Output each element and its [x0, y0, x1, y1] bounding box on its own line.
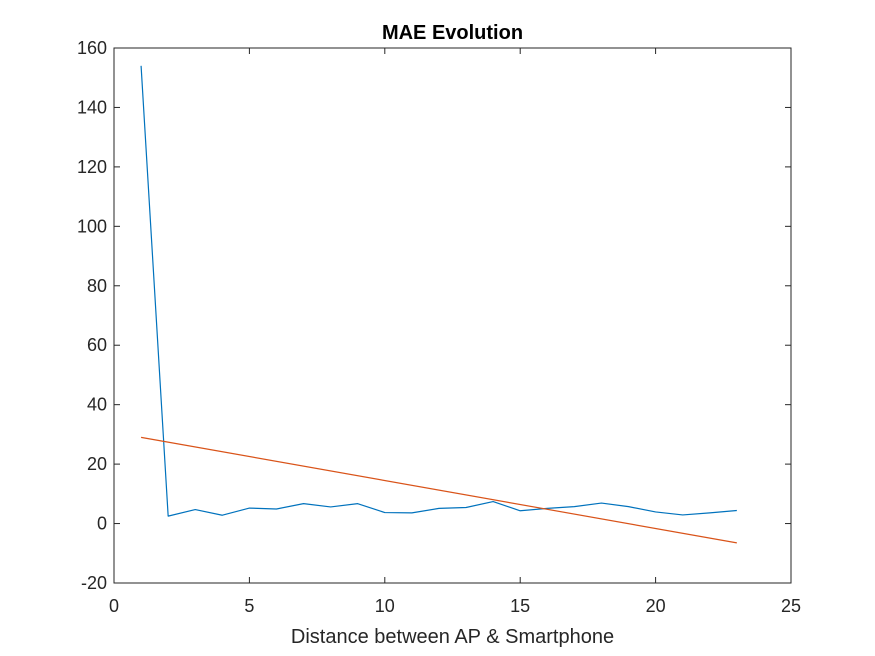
- chart-title: MAE Evolution: [382, 22, 523, 44]
- y-tick-label: 40: [87, 395, 107, 415]
- y-tick-label: 20: [87, 454, 107, 474]
- x-tick-label: 20: [646, 596, 666, 616]
- series-line-2: [140, 436, 737, 544]
- x-tick-label: 5: [244, 596, 254, 616]
- y-tick-label: 160: [77, 38, 107, 58]
- y-tick-label: 140: [77, 97, 107, 117]
- y-tick-label: 120: [77, 157, 107, 177]
- x-tick-label: 0: [109, 596, 119, 616]
- axes-box: [113, 47, 792, 584]
- x-tick-label: 15: [510, 596, 530, 616]
- x-axis-label: Distance between AP & Smartphone: [291, 626, 614, 648]
- series-line-1: [140, 65, 737, 517]
- y-tick-label: 0: [97, 514, 107, 534]
- x-tick-label: 25: [781, 596, 801, 616]
- x-tick-label: 10: [375, 596, 395, 616]
- y-tick-label: 60: [87, 335, 107, 355]
- plot-area: [140, 65, 737, 544]
- y-tick-label: 80: [87, 276, 107, 296]
- y-tick-label: -20: [81, 573, 107, 593]
- y-tick-label: 100: [77, 216, 107, 236]
